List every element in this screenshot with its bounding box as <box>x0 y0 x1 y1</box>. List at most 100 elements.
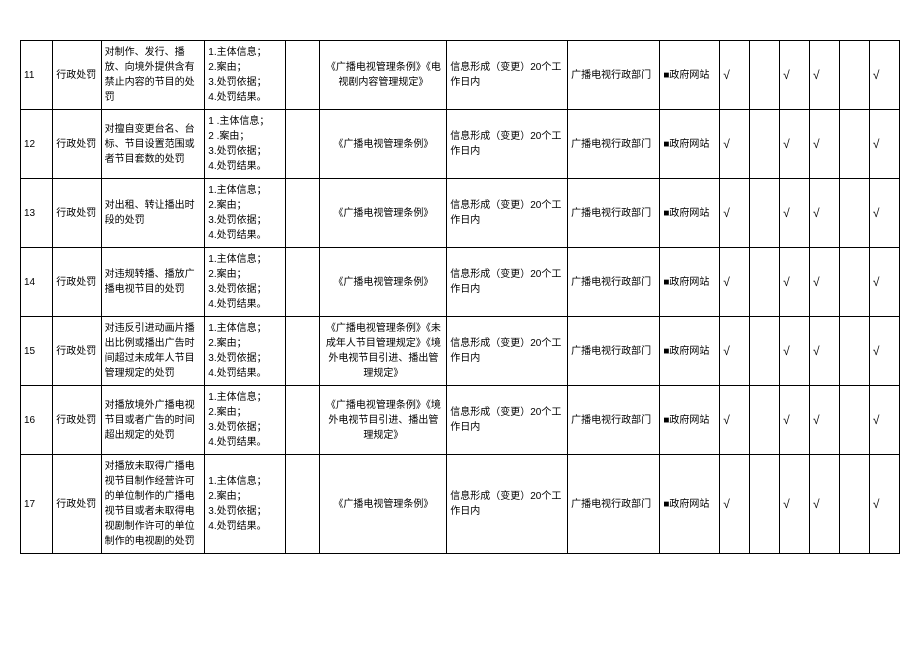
row-check-3: √ <box>780 110 810 179</box>
row-content: 1.主体信息；2.案由；3.处罚依据；4.处罚结果。 <box>205 248 286 317</box>
row-check-5 <box>839 110 869 179</box>
row-check-5 <box>839 455 869 554</box>
row-basis: 《广播电视管理条例》《电视剧内容管理规定》 <box>320 41 447 110</box>
row-check-6: √ <box>869 386 899 455</box>
row-time: 信息形成（变更）20个工作日内 <box>447 386 568 455</box>
row-check-1: √ <box>720 110 750 179</box>
table-row: 16行政处罚对播放境外广播电视节目或者广告的时间超出规定的处罚1.主体信息；2.… <box>21 386 900 455</box>
row-matter: 对擅自变更台名、台标、节目设置范围或者节目套数的处罚 <box>101 110 205 179</box>
table-row: 15行政处罚对违反引进动画片播出比例或播出广告时间超过未成年人节目管理规定的处罚… <box>21 317 900 386</box>
row-check-6: √ <box>869 41 899 110</box>
row-basis: 《广播电视管理条例》 <box>320 248 447 317</box>
row-content: 1.主体信息；2.案由；3.处罚依据；4.处罚结果。 <box>205 41 286 110</box>
table-row: 17行政处罚对播放未取得广播电视节目制作经营许可的单位制作的广播电视节目或者未取… <box>21 455 900 554</box>
row-check-5 <box>839 317 869 386</box>
row-type: 行政处罚 <box>53 317 101 386</box>
row-basis: 《广播电视管理条例》《未成年人节目管理规定》《境外电视节目引进、播出管理规定》 <box>320 317 447 386</box>
row-check-1: √ <box>720 179 750 248</box>
row-content: 1.主体信息；2.案由；3.处罚依据；4.处罚结果。 <box>205 386 286 455</box>
table-row: 11行政处罚对制作、发行、播放、向境外提供含有禁止内容的节目的处罚1.主体信息；… <box>21 41 900 110</box>
row-check-2 <box>750 110 780 179</box>
row-number: 14 <box>21 248 53 317</box>
row-check-2 <box>750 248 780 317</box>
row-check-2 <box>750 317 780 386</box>
row-check-6: √ <box>869 455 899 554</box>
row-matter: 对播放境外广播电视节目或者广告的时间超出规定的处罚 <box>101 386 205 455</box>
row-basis: 《广播电视管理条例》 <box>320 455 447 554</box>
row-check-6: √ <box>869 248 899 317</box>
row-basis: 《广播电视管理条例》 <box>320 179 447 248</box>
row-check-3: √ <box>780 317 810 386</box>
row-subject: 广播电视行政部门 <box>568 455 660 554</box>
row-method: ■政府网站 <box>660 41 720 110</box>
row-check-3: √ <box>780 41 810 110</box>
row-method: ■政府网站 <box>660 110 720 179</box>
row-time: 信息形成（变更）20个工作日内 <box>447 110 568 179</box>
row-time: 信息形成（变更）20个工作日内 <box>447 179 568 248</box>
row-method: ■政府网站 <box>660 455 720 554</box>
row-subject: 广播电视行政部门 <box>568 386 660 455</box>
row-check-2 <box>750 179 780 248</box>
row-subject: 广播电视行政部门 <box>568 179 660 248</box>
row-content: 1.主体信息；2.案由；3.处罚依据；4.处罚结果。 <box>205 317 286 386</box>
row-subject: 广播电视行政部门 <box>568 317 660 386</box>
row-type: 行政处罚 <box>53 179 101 248</box>
row-check-3: √ <box>780 386 810 455</box>
row-number: 16 <box>21 386 53 455</box>
row-check-1: √ <box>720 317 750 386</box>
row-spacer <box>285 41 320 110</box>
row-spacer <box>285 110 320 179</box>
row-check-4: √ <box>810 110 840 179</box>
row-check-4: √ <box>810 386 840 455</box>
row-matter: 对违反引进动画片播出比例或播出广告时间超过未成年人节目管理规定的处罚 <box>101 317 205 386</box>
row-type: 行政处罚 <box>53 455 101 554</box>
row-check-4: √ <box>810 248 840 317</box>
row-spacer <box>285 455 320 554</box>
penalty-table: 11行政处罚对制作、发行、播放、向境外提供含有禁止内容的节目的处罚1.主体信息；… <box>20 40 900 554</box>
row-method: ■政府网站 <box>660 317 720 386</box>
row-check-5 <box>839 41 869 110</box>
row-content: 1.主体信息；2.案由；3.处罚依据；4.处罚结果。 <box>205 179 286 248</box>
row-check-4: √ <box>810 317 840 386</box>
row-check-3: √ <box>780 179 810 248</box>
row-method: ■政府网站 <box>660 248 720 317</box>
row-matter: 对制作、发行、播放、向境外提供含有禁止内容的节目的处罚 <box>101 41 205 110</box>
row-content: 1.主体信息；2.案由；3.处罚依据；4.处罚结果。 <box>205 455 286 554</box>
row-basis: 《广播电视管理条例》 <box>320 110 447 179</box>
table-row: 12行政处罚对擅自变更台名、台标、节目设置范围或者节目套数的处罚1 .主体信息；… <box>21 110 900 179</box>
row-check-2 <box>750 386 780 455</box>
row-subject: 广播电视行政部门 <box>568 41 660 110</box>
row-check-2 <box>750 455 780 554</box>
row-type: 行政处罚 <box>53 248 101 317</box>
row-matter: 对违规转播、播放广播电视节目的处罚 <box>101 248 205 317</box>
row-method: ■政府网站 <box>660 179 720 248</box>
row-check-1: √ <box>720 455 750 554</box>
row-check-6: √ <box>869 110 899 179</box>
row-check-5 <box>839 386 869 455</box>
row-type: 行政处罚 <box>53 386 101 455</box>
row-matter: 对播放未取得广播电视节目制作经营许可的单位制作的广播电视节目或者未取得电视剧制作… <box>101 455 205 554</box>
table-row: 14行政处罚对违规转播、播放广播电视节目的处罚1.主体信息；2.案由；3.处罚依… <box>21 248 900 317</box>
row-time: 信息形成（变更）20个工作日内 <box>447 455 568 554</box>
row-matter: 对出租、转让播出时段的处罚 <box>101 179 205 248</box>
row-number: 12 <box>21 110 53 179</box>
row-spacer <box>285 317 320 386</box>
row-check-6: √ <box>869 179 899 248</box>
row-basis: 《广播电视管理条例》《境外电视节目引进、播出管理规定》 <box>320 386 447 455</box>
row-number: 13 <box>21 179 53 248</box>
row-check-2 <box>750 41 780 110</box>
row-subject: 广播电视行政部门 <box>568 248 660 317</box>
row-number: 11 <box>21 41 53 110</box>
row-check-1: √ <box>720 386 750 455</box>
row-time: 信息形成（变更）20个工作日内 <box>447 248 568 317</box>
row-method: ■政府网站 <box>660 386 720 455</box>
row-number: 15 <box>21 317 53 386</box>
row-type: 行政处罚 <box>53 41 101 110</box>
row-number: 17 <box>21 455 53 554</box>
row-spacer <box>285 386 320 455</box>
row-check-1: √ <box>720 248 750 317</box>
row-type: 行政处罚 <box>53 110 101 179</box>
row-check-4: √ <box>810 455 840 554</box>
row-check-5 <box>839 248 869 317</box>
row-spacer <box>285 248 320 317</box>
